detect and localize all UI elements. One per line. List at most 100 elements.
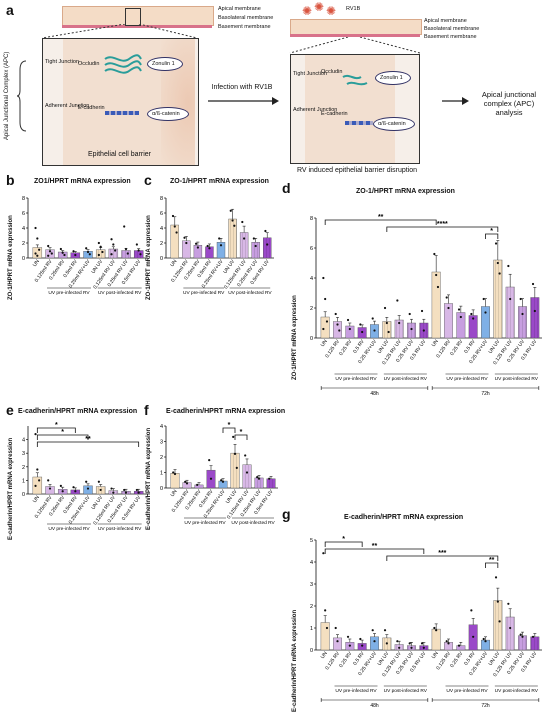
data-point xyxy=(396,299,399,302)
data-point xyxy=(531,282,535,286)
zoom-box-left xyxy=(125,8,141,26)
bar-hatch xyxy=(505,287,515,338)
data-point xyxy=(268,477,271,480)
bar-hatch xyxy=(230,453,240,488)
data-point xyxy=(496,261,499,265)
x-tick-label: 0.25 RV xyxy=(449,338,465,357)
significance-bracket xyxy=(324,541,363,547)
data-point xyxy=(509,297,512,301)
y-tick-label: 1 xyxy=(160,471,163,477)
data-point xyxy=(36,237,39,240)
significance-label: * xyxy=(490,228,493,235)
significance-bracket xyxy=(386,226,499,232)
data-point xyxy=(112,243,115,246)
data-point xyxy=(447,306,450,310)
data-point xyxy=(194,242,198,245)
group-label-post: UV post-infected RV xyxy=(228,290,272,296)
disruption-caption: RV induced epithelial barrier disruption xyxy=(296,167,418,174)
bar-hatch xyxy=(407,323,416,338)
bar xyxy=(333,637,342,651)
data-point xyxy=(334,626,337,630)
data-point xyxy=(36,468,39,471)
significance-bracket xyxy=(36,441,140,447)
data-point xyxy=(219,244,223,247)
significance-label: *** xyxy=(438,550,446,557)
x-tick-label: UN xyxy=(32,494,41,504)
data-point xyxy=(396,640,399,643)
data-point xyxy=(519,633,522,636)
data-point xyxy=(61,490,64,493)
significance-label: * xyxy=(342,536,345,543)
panel-g-label: g xyxy=(282,506,291,522)
data-point xyxy=(470,609,473,612)
significance-bracket xyxy=(234,434,248,440)
virus-icon: ✺ xyxy=(302,4,313,18)
data-point xyxy=(482,297,485,301)
data-point xyxy=(348,644,351,647)
data-point xyxy=(245,471,249,474)
significance-bracket xyxy=(386,555,499,561)
x-tick-label: 0.25 RV xyxy=(449,650,465,669)
basement-membrane-label-right: Basement membrane xyxy=(424,34,477,40)
occludin-icon xyxy=(104,54,142,74)
data-point xyxy=(494,242,498,245)
data-point xyxy=(171,214,175,218)
data-point xyxy=(521,312,524,316)
bar-hatch xyxy=(493,600,503,650)
significance-label: * xyxy=(228,422,231,429)
bar xyxy=(431,271,441,339)
data-point xyxy=(322,327,325,331)
group-label-post: UV post-infected RV xyxy=(384,688,428,694)
data-point xyxy=(322,552,325,555)
zoom-lines-left xyxy=(42,24,198,39)
significance-bracket xyxy=(485,233,499,239)
data-point xyxy=(231,219,234,222)
data-point xyxy=(208,459,211,462)
data-point xyxy=(359,323,362,326)
data-point xyxy=(346,318,350,322)
zonulin-label: Zonulin 1 xyxy=(152,61,175,67)
data-point xyxy=(243,237,246,240)
bar xyxy=(345,325,355,339)
significance-bracket xyxy=(36,434,89,440)
bar-hatch xyxy=(121,250,131,258)
virus-icon: ✺ xyxy=(314,0,325,14)
bar-hatch xyxy=(493,260,503,338)
data-point xyxy=(124,247,128,251)
analysis-text: Apical junctional complex (APC) analysis xyxy=(481,90,537,117)
data-point xyxy=(494,576,498,579)
data-point xyxy=(196,483,199,486)
data-point xyxy=(208,247,211,250)
significance-bracket xyxy=(324,548,425,554)
significance-bracket xyxy=(485,562,499,568)
basolateral-membrane-label-right: Basolateral membrane xyxy=(424,26,480,32)
data-point xyxy=(373,640,376,643)
data-point xyxy=(445,640,448,643)
data-point xyxy=(436,285,440,289)
y-tick-label: 8 xyxy=(310,216,313,222)
y-tick-label: 4 xyxy=(160,226,163,232)
data-point xyxy=(519,297,522,301)
data-point xyxy=(123,225,126,228)
data-point xyxy=(322,276,325,280)
data-point xyxy=(385,321,388,325)
time-label: 48h xyxy=(370,703,379,709)
data-point xyxy=(383,306,387,310)
panel-a-label: a xyxy=(6,2,14,18)
catenin-label: α/ß-catenin xyxy=(152,111,180,117)
y-tick-label: 0 xyxy=(310,336,313,342)
data-point xyxy=(34,226,37,230)
data-point xyxy=(235,466,238,469)
data-point xyxy=(59,247,62,251)
bar-hatch xyxy=(266,478,276,488)
group-label-pre: UV pre-infected RV xyxy=(335,688,377,694)
data-point xyxy=(371,629,374,632)
data-point xyxy=(97,241,100,245)
virus-cluster: ✺ ✺ ✺ xyxy=(302,0,342,18)
panel-g-title: E-cadherin/HPRT mRNA expression xyxy=(344,514,464,521)
data-point xyxy=(48,487,52,490)
barrier-caption: Epithelial cell barrier xyxy=(87,151,152,158)
data-point xyxy=(470,312,473,316)
x-tick-label: 0.25 RV xyxy=(338,338,354,357)
